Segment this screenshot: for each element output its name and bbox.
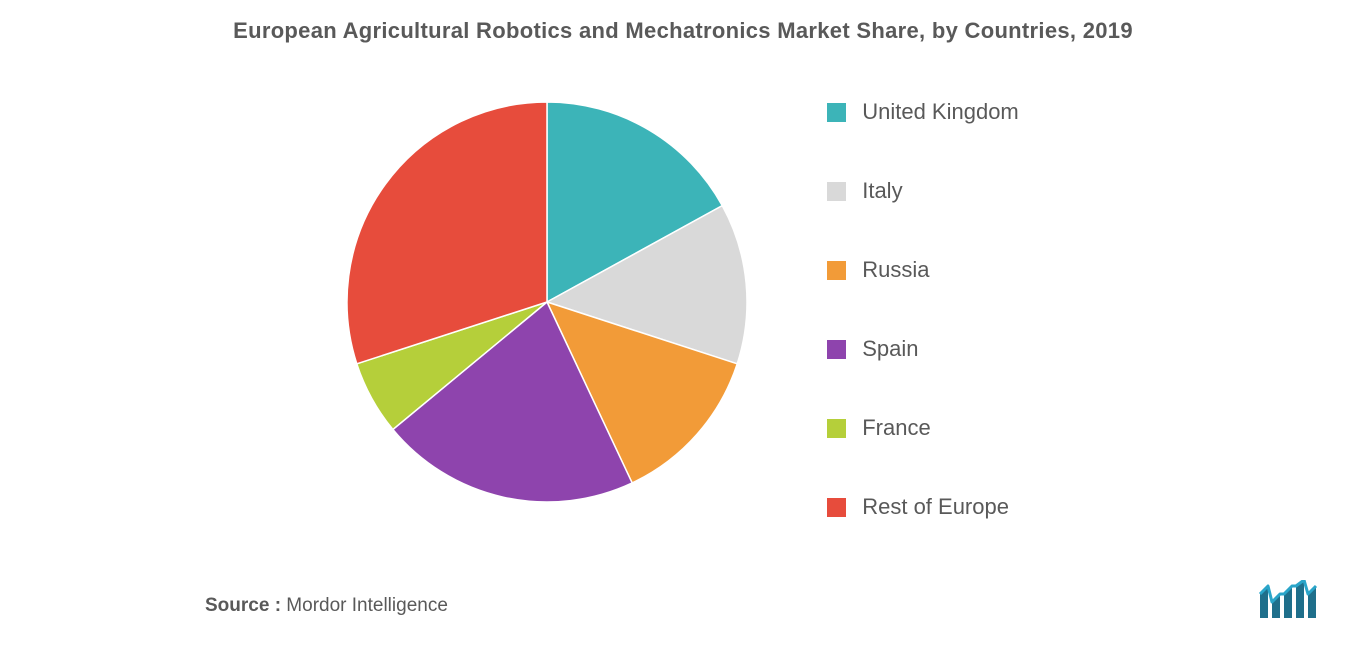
legend-swatch: [827, 103, 846, 122]
pie-chart: [347, 102, 747, 507]
mi-logo: [1258, 580, 1328, 627]
source-prefix: Source :: [205, 595, 281, 616]
legend-item: Spain: [827, 336, 1019, 362]
legend-item: United Kingdom: [827, 99, 1019, 125]
legend-item: Rest of Europe: [827, 494, 1019, 520]
legend-swatch: [827, 182, 846, 201]
chart-body: United Kingdom Italy Russia Spain France Rest…: [0, 89, 1366, 520]
legend-item: France: [827, 415, 1019, 441]
source-attribution: Source : Mordor Intelligence: [205, 595, 448, 617]
legend-item: Russia: [827, 257, 1019, 283]
legend-swatch: [827, 261, 846, 280]
legend-label: Spain: [862, 336, 918, 362]
legend-label: Russia: [862, 257, 929, 283]
legend-item: Italy: [827, 178, 1019, 204]
legend-label: France: [862, 415, 930, 441]
source-text: Mordor Intelligence: [281, 595, 448, 616]
mi-logo-icon: [1258, 580, 1328, 622]
chart-container: European Agricultural Robotics and Mecha…: [0, 0, 1366, 655]
legend-label: Rest of Europe: [862, 494, 1009, 520]
chart-title: European Agricultural Robotics and Mecha…: [0, 0, 1366, 44]
legend-label: Italy: [862, 178, 902, 204]
legend-label: United Kingdom: [862, 99, 1019, 125]
legend-swatch: [827, 498, 846, 517]
pie-svg: [347, 102, 747, 502]
legend-swatch: [827, 340, 846, 359]
legend: United Kingdom Italy Russia Spain France Rest…: [827, 89, 1019, 520]
legend-swatch: [827, 419, 846, 438]
